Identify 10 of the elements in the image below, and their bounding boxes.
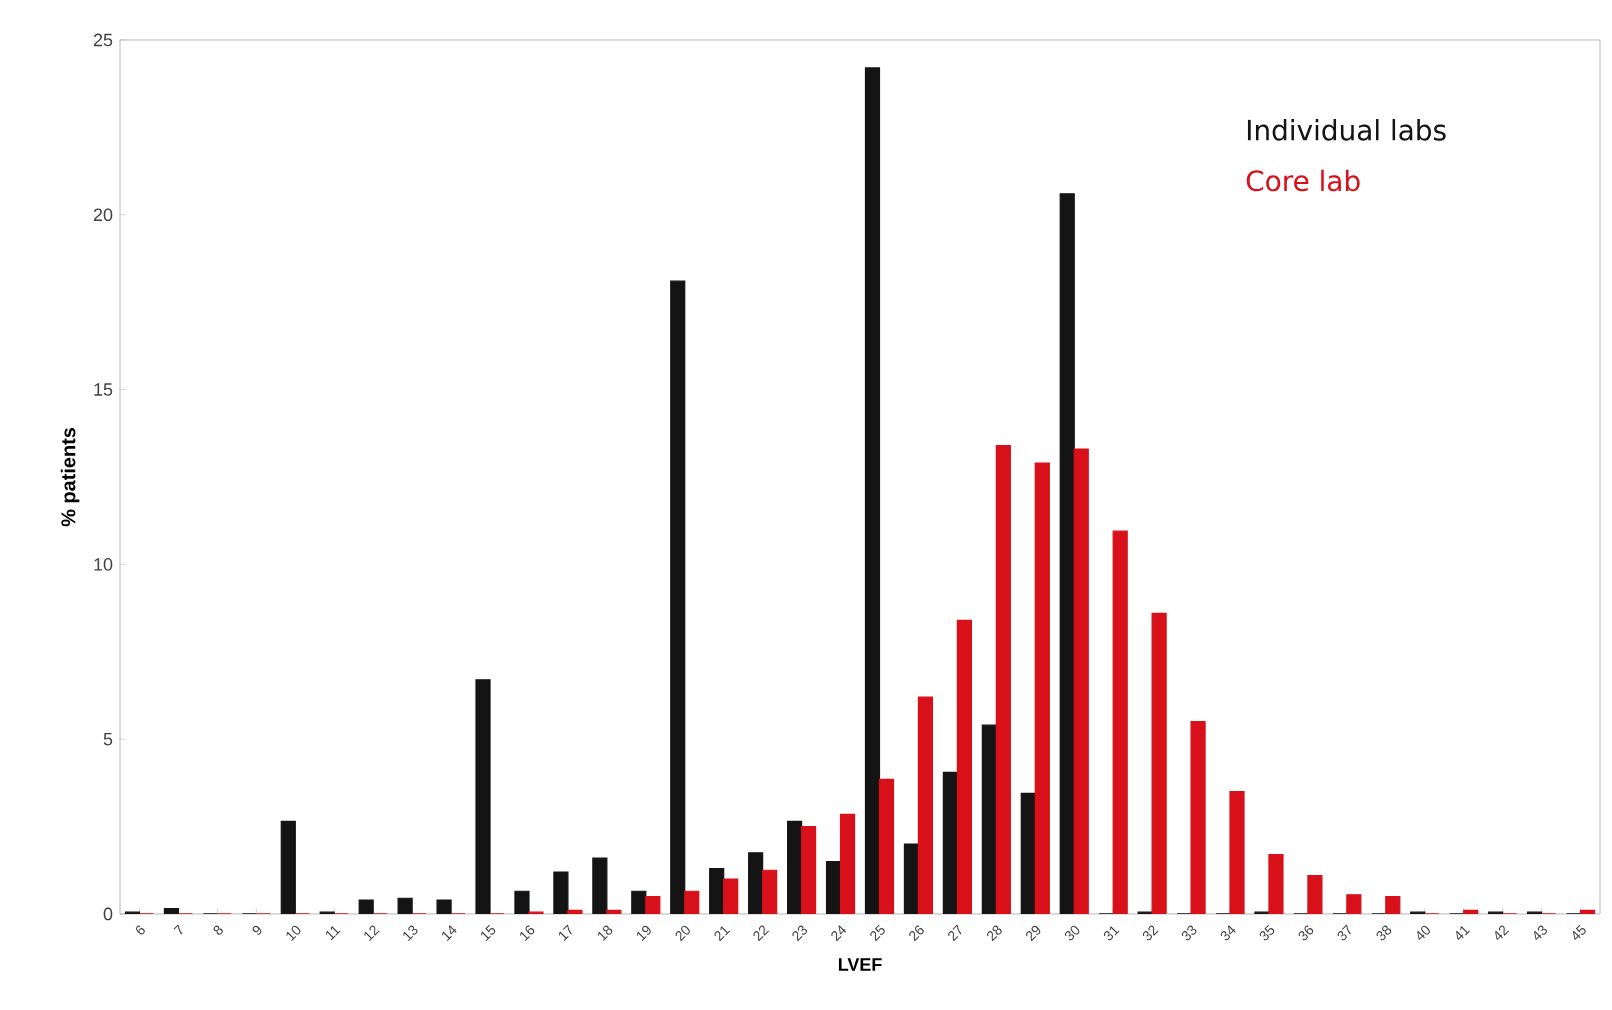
y-tick-label: 25 [93,33,113,47]
y-tick-label: 20 [93,208,113,222]
y-tick-label: 15 [94,383,113,396]
y-tick-label: 10 [94,558,113,571]
x-axis-title: LVEF [838,958,882,971]
text: Individual labs [1247,119,1446,141]
text: Core lab [1246,169,1360,192]
y-tick-label: 0 [103,907,113,921]
y-tick-label: 5 [103,732,113,746]
y-axis-title: % patients [60,427,80,527]
